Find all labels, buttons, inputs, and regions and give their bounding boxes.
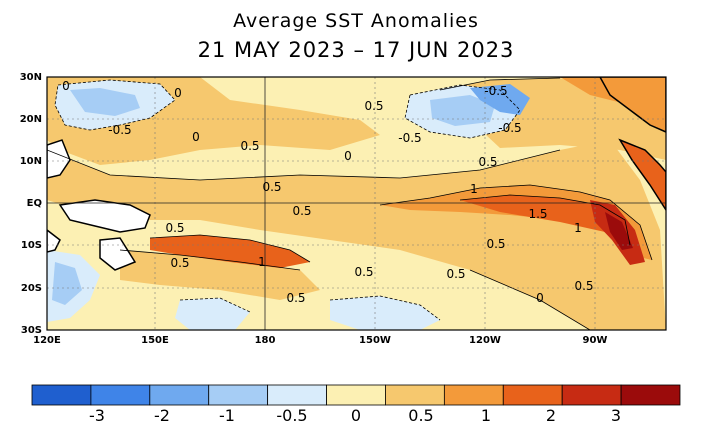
contour-label: 0.5 [170, 256, 189, 270]
colorbar-swatch [385, 384, 445, 406]
land [47, 77, 666, 271]
lon-label: 150W [359, 335, 391, 346]
contour-label: 0 [536, 291, 544, 305]
lon-label: 90W [583, 335, 608, 346]
contour-label: -0.5 [108, 123, 131, 137]
colorbar-swatch [443, 384, 504, 406]
contour-label: 0 [192, 130, 200, 144]
contour-labels: 0 -0.5 0 0.5 0 0.5 -0.5 -0.5 -0.5 0.5 1 … [62, 79, 593, 305]
contour-label: 0.5 [364, 99, 383, 113]
contour-lines [47, 77, 653, 330]
lat-label: 30N [20, 72, 42, 83]
contour-label: 1 [470, 182, 478, 196]
grid-lines [47, 77, 666, 330]
lat-label: 30S [21, 325, 42, 336]
colorbar-swatch [31, 384, 92, 406]
colorbar-swatch [90, 384, 151, 406]
contour-label: 0.5 [354, 265, 373, 279]
lon-label: 120W [469, 335, 501, 346]
contour-label: -0.5 [484, 84, 507, 98]
lat-label: 10S [21, 240, 42, 251]
map-date-range: 21 MAY 2023 – 17 JUN 2023 [197, 38, 515, 62]
contour-label: 0 [344, 149, 352, 163]
contour-label: 0.5 [446, 267, 465, 281]
contour-label: 0.5 [262, 180, 281, 194]
contour-label: 1 [574, 221, 582, 235]
contour-label: 1.5 [528, 207, 547, 221]
lon-label: 120E [33, 335, 61, 346]
contour-label: 0.5 [486, 237, 505, 251]
lat-label: 10N [20, 156, 42, 167]
contour-label: 0.5 [292, 204, 311, 218]
lat-label: EQ [27, 198, 42, 209]
colorbar-label: -3 [89, 406, 105, 425]
latitude-axis: 30N 20N 10N EQ 10S 20S 30S [20, 72, 42, 336]
contour-label: 0.5 [165, 221, 184, 235]
colorbar-swatch [561, 384, 622, 406]
map-fill [47, 77, 666, 330]
contour-label: 0.5 [574, 279, 593, 293]
colorbar-label: -1 [219, 406, 235, 425]
map-frame [46, 76, 667, 331]
colorbar-label: -2 [154, 406, 170, 425]
contour-label: -0.5 [398, 131, 421, 145]
lon-label: 150E [141, 335, 169, 346]
colorbar-swatch [208, 384, 269, 406]
colorbar-label: 0 [351, 406, 361, 425]
colorbar-label: 1 [481, 406, 491, 425]
contour-label: 0.5 [240, 139, 259, 153]
colorbar-label: -0.5 [276, 406, 307, 425]
lon-label: 180 [255, 335, 276, 346]
longitude-axis: 120E 150E 180 150W 120W 90W [33, 335, 607, 346]
colorbar-swatch [620, 384, 681, 406]
colorbar-swatch [326, 384, 386, 406]
contour-label: -0.5 [498, 121, 521, 135]
contour-label: 0 [62, 79, 70, 93]
major-lines [47, 77, 666, 330]
lat-label: 20N [20, 114, 42, 125]
colorbar-label: 0.5 [408, 406, 433, 425]
colorbar-swatch [149, 384, 210, 406]
colorbar-swatch [502, 384, 563, 406]
lat-label: 20S [21, 283, 42, 294]
map-title: Average SST Anomalies [233, 10, 479, 32]
colorbar-label: 3 [611, 406, 621, 425]
colorbar-swatch [267, 384, 327, 406]
colorbar-label: 2 [546, 406, 556, 425]
contour-label: 0.5 [478, 155, 497, 169]
contour-label: 0 [174, 86, 182, 100]
contour-label: 0.5 [286, 291, 305, 305]
colorbar [31, 384, 681, 406]
contour-label: 1 [258, 255, 266, 269]
colorbar-labels: -3 -2 -1 -0.5 0 0.5 1 2 3 [89, 406, 621, 425]
